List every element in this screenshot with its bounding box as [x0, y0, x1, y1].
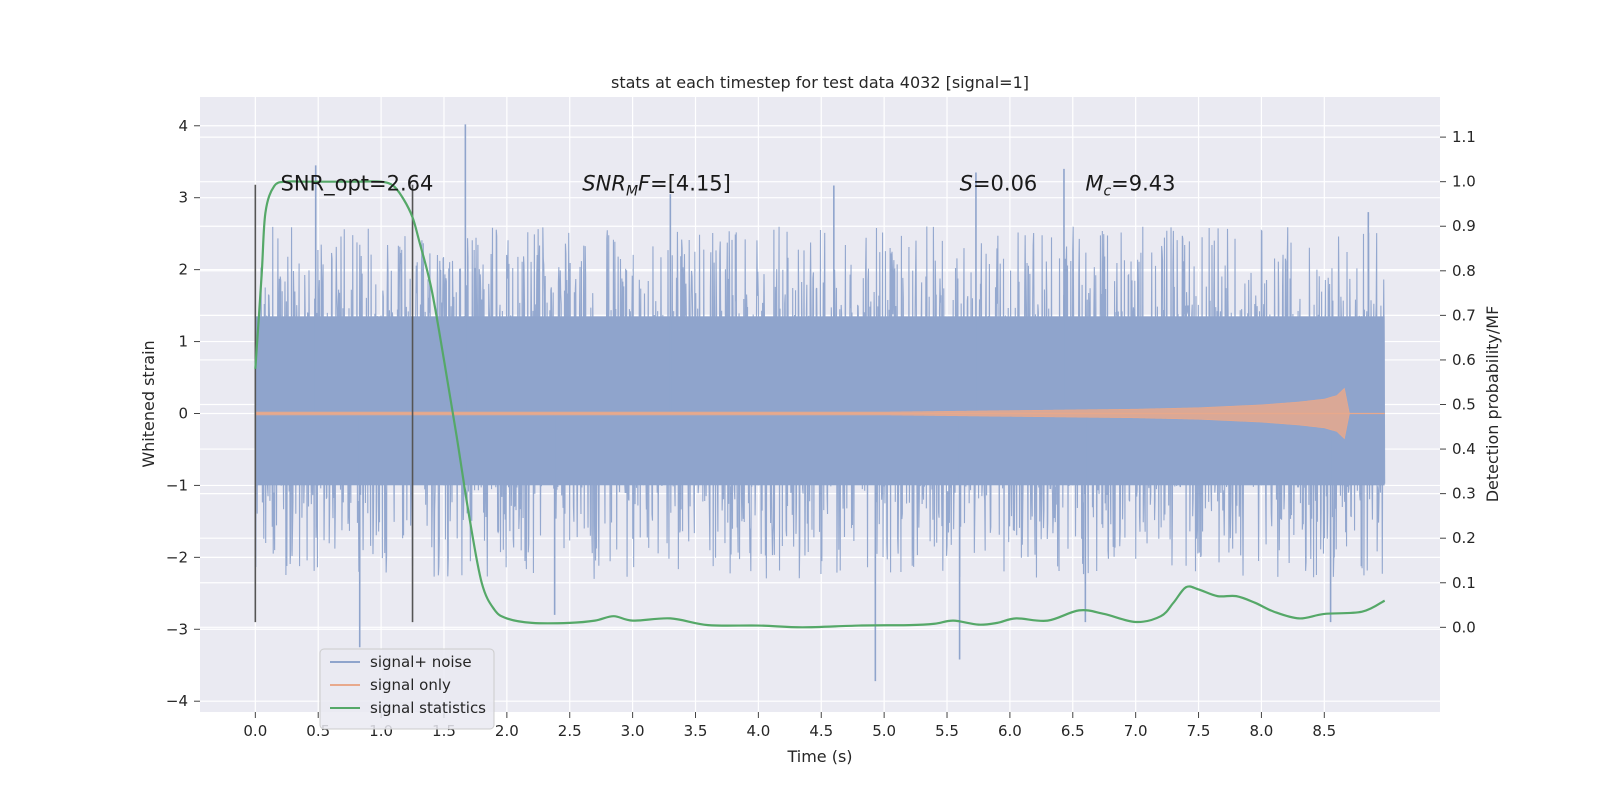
legend-label-signal-noise: signal+ noise	[370, 653, 472, 671]
y-left-tick-label-7: 3	[178, 189, 188, 207]
y-left-tick-label-4: 0	[178, 404, 188, 422]
chart-title: stats at each timestep for test data 403…	[611, 73, 1029, 92]
x-axis-label: Time (s)	[786, 747, 852, 766]
y-right-tick-label-10: 1.0	[1452, 173, 1476, 191]
signal-statistics-line	[254, 180, 1386, 629]
y-right-tick-label-2: 0.2	[1452, 529, 1476, 547]
x-tick-label-5: 2.5	[558, 722, 582, 740]
y-left-tick-label-5: 1	[178, 333, 188, 351]
x-tick-label-14: 7.0	[1124, 722, 1148, 740]
y-axis-left-label: Whitened strain	[139, 340, 158, 467]
y-left-tick-label-0: −4	[166, 692, 188, 710]
annotation-1: SNRMF=[4.15]	[582, 172, 731, 200]
y-right-tick-label-7: 0.7	[1452, 306, 1476, 324]
y-right-tick-label-6: 0.6	[1452, 351, 1476, 369]
x-tick-label-17: 8.5	[1312, 722, 1336, 740]
legend-box	[319, 648, 495, 730]
x-tick-label-11: 5.5	[935, 722, 959, 740]
y-right-tick-label-3: 0.3	[1452, 485, 1476, 503]
y-right-tick-label-0: 0.0	[1452, 618, 1476, 636]
y-left-tick-label-8: 4	[178, 117, 188, 135]
y-axis-right-label: Detection probability/MF	[1483, 306, 1502, 503]
x-axis: 0.0 0.5 1.0 1.5 2.0 2.5 3.0 3.5 4.0 4.5 5.0 5.5 6.0 6…	[243, 712, 1336, 740]
y-right-tick-label-8: 0.8	[1452, 262, 1476, 280]
y-axis-left: −4 −3 −2 −1 0 1 2 3 4	[166, 117, 200, 710]
x-tick-label-4: 2.0	[495, 722, 519, 740]
y-left-tick-label-6: 2	[178, 261, 188, 279]
y-right-tick-label-5: 0.5	[1452, 396, 1476, 414]
x-tick-label-16: 8.0	[1249, 722, 1273, 740]
annotation-3: Mc=9.43	[1085, 172, 1175, 200]
legend-label-signal-only: signal only	[370, 676, 451, 694]
y-left-tick-label-1: −3	[166, 620, 188, 638]
y-right-tick-label-1: 0.1	[1452, 574, 1476, 592]
signal-noise-series	[254, 124, 1386, 682]
y-right-tick-label-9: 0.9	[1452, 217, 1476, 235]
signal-only-series	[255, 387, 1385, 440]
y-left-tick-label-2: −2	[166, 548, 188, 566]
annotation-0: SNR_opt=2.64	[280, 172, 433, 197]
signal-statistics-series	[254, 180, 1386, 629]
y-right-tick-label-4: 0.4	[1452, 440, 1476, 458]
signal-noise-core-band	[255, 316, 1385, 486]
vertical-markers	[254, 184, 414, 623]
legend: signal+ noise signal only signal statist…	[319, 648, 495, 730]
y-right-tick-label-11: 1.1	[1452, 128, 1476, 146]
y-axis-right: 0.0 0.1 0.2 0.3 0.4 0.5 0.6 0.7 0.8 0.9 1.0 1.1	[1440, 128, 1476, 636]
x-tick-label-13: 6.5	[1061, 722, 1085, 740]
x-tick-label-0: 0.0	[243, 722, 267, 740]
x-tick-label-9: 4.5	[809, 722, 833, 740]
x-tick-label-12: 6.0	[998, 722, 1022, 740]
x-tick-label-10: 5.0	[872, 722, 896, 740]
x-tick-label-6: 3.0	[621, 722, 645, 740]
x-tick-label-15: 7.5	[1187, 722, 1211, 740]
x-tick-label-8: 4.0	[746, 722, 770, 740]
legend-label-signal-statistics: signal statistics	[370, 699, 486, 717]
y-left-tick-label-3: −1	[166, 476, 188, 494]
annotation-2: S=0.06	[960, 172, 1038, 196]
x-tick-label-7: 3.5	[684, 722, 708, 740]
annotations: SNR_opt=2.64 SNRMF=[4.15] S=0.06 Mc=9.43	[280, 172, 1175, 200]
